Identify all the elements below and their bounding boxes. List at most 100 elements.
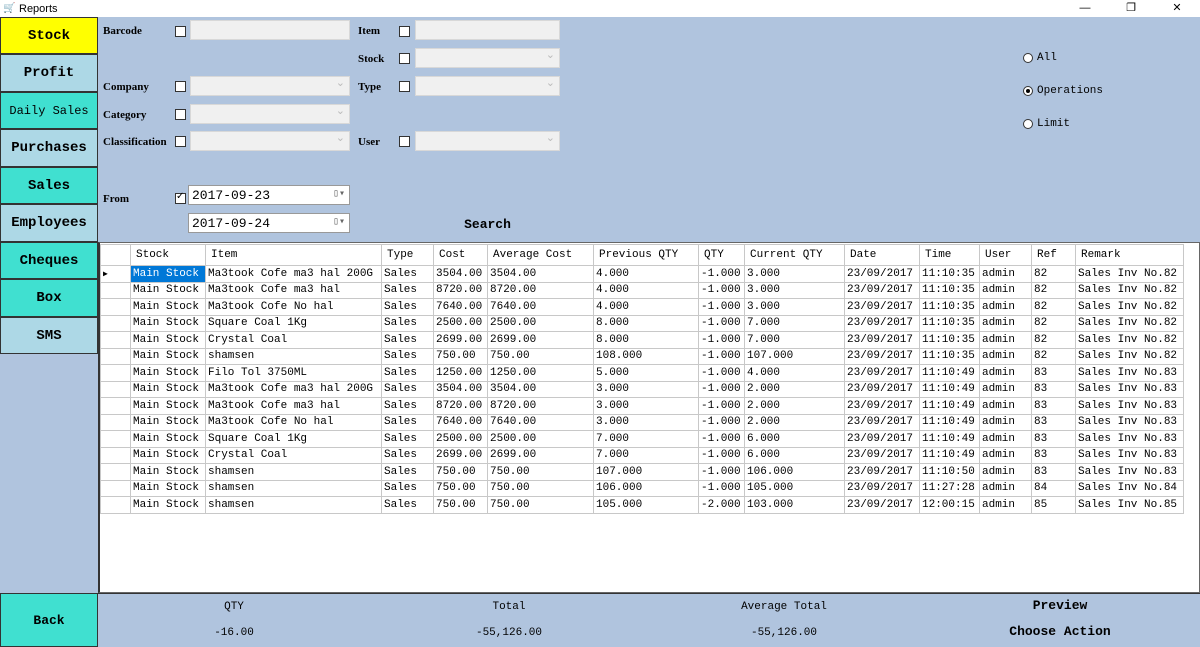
table-cell[interactable]: 11:10:49 (919, 397, 980, 415)
table-cell[interactable]: 8720.00 (487, 397, 594, 415)
table-cell[interactable]: 750.00 (433, 479, 488, 497)
from-date-picker[interactable]: 2017-09-23 ▯▾ (188, 185, 350, 205)
table-cell[interactable]: -1.000 (698, 479, 745, 497)
table-cell[interactable]: Sales (381, 281, 434, 299)
maximize-button[interactable]: ❐ (1126, 2, 1136, 14)
table-cell[interactable]: Crystal Coal (205, 331, 382, 349)
table-cell[interactable]: 11:10:50 (919, 463, 980, 481)
table-cell[interactable]: admin (979, 380, 1032, 398)
table-cell[interactable]: admin (979, 265, 1032, 283)
table-cell[interactable]: 7640.00 (487, 298, 594, 316)
table-cell[interactable]: -2.000 (698, 496, 745, 514)
table-cell[interactable]: 2699.00 (487, 446, 594, 464)
table-cell[interactable]: 750.00 (433, 463, 488, 481)
radio-limit[interactable]: Limit (1023, 118, 1070, 130)
table-row[interactable]: Main Stock Ma3took Cofe No hal Sales 7640.0… (100, 413, 1184, 431)
table-cell[interactable]: admin (979, 281, 1032, 299)
sidebar-item-employees[interactable]: Employees (0, 204, 98, 242)
table-cell[interactable]: Sales Inv No.82 (1075, 281, 1184, 299)
table-cell[interactable]: Sales Inv No.82 (1075, 298, 1184, 316)
table-cell[interactable]: Sales Inv No.83 (1075, 463, 1184, 481)
table-cell[interactable]: 8720.00 (433, 281, 488, 299)
table-cell[interactable]: admin (979, 331, 1032, 349)
table-cell[interactable]: 1250.00 (433, 364, 488, 382)
table-cell[interactable]: 83 (1031, 413, 1076, 431)
table-cell[interactable]: 7640.00 (433, 298, 488, 316)
table-row[interactable]: Main Stock Filo Tol 3750ML Sales 1250.00 125… (100, 364, 1184, 382)
table-cell[interactable]: 7.000 (744, 314, 845, 332)
sidebar-item-sales[interactable]: Sales (0, 167, 98, 204)
column-header[interactable]: Date (844, 244, 920, 266)
table-row[interactable]: Main Stock shamsen Sales 750.00 750.00 107.00… (100, 463, 1184, 481)
table-cell[interactable]: admin (979, 413, 1032, 431)
table-cell[interactable]: -1.000 (698, 430, 745, 448)
table-cell[interactable]: Sales (381, 479, 434, 497)
row-selector[interactable] (100, 347, 131, 365)
table-cell[interactable]: 83 (1031, 463, 1076, 481)
table-cell[interactable]: Sales Inv No.82 (1075, 314, 1184, 332)
table-row[interactable]: Main Stock shamsen Sales 750.00 750.00 106.00… (100, 479, 1184, 497)
table-cell[interactable]: 7640.00 (433, 413, 488, 431)
table-cell[interactable]: 3504.00 (433, 265, 488, 283)
preview-button[interactable]: Preview (1032, 598, 1088, 613)
table-cell[interactable]: 82 (1031, 298, 1076, 316)
table-cell[interactable]: 23/09/2017 (844, 446, 920, 464)
type-checkbox[interactable] (399, 81, 410, 92)
classification-checkbox[interactable] (175, 136, 186, 147)
column-header[interactable]: Time (919, 244, 980, 266)
table-cell[interactable]: Sales (381, 463, 434, 481)
calendar-icon[interactable]: ▯▾ (332, 189, 345, 200)
table-cell[interactable]: 23/09/2017 (844, 496, 920, 514)
table-cell[interactable]: 105.000 (744, 479, 845, 497)
table-cell[interactable]: Main Stock (130, 430, 206, 448)
table-cell[interactable]: 4.000 (593, 298, 699, 316)
sidebar-item-profit[interactable]: Profit (0, 54, 98, 92)
table-cell[interactable]: 11:10:35 (919, 281, 980, 299)
table-cell[interactable]: Main Stock (130, 479, 206, 497)
column-header[interactable]: Type (381, 244, 434, 266)
table-cell[interactable]: Ma3took Cofe ma3 hal 200G (205, 265, 382, 283)
table-cell[interactable]: 105.000 (593, 496, 699, 514)
table-cell[interactable]: 23/09/2017 (844, 331, 920, 349)
search-button[interactable]: Search (464, 217, 511, 232)
table-cell[interactable]: 23/09/2017 (844, 314, 920, 332)
row-selector[interactable] (100, 314, 131, 332)
table-cell[interactable]: Ma3took Cofe ma3 hal (205, 281, 382, 299)
table-cell[interactable]: Sales (381, 397, 434, 415)
table-cell[interactable]: 2699.00 (433, 446, 488, 464)
table-cell[interactable]: 750.00 (433, 347, 488, 365)
table-cell[interactable]: -1.000 (698, 298, 745, 316)
table-cell[interactable]: -1.000 (698, 347, 745, 365)
table-cell[interactable]: 2.000 (744, 413, 845, 431)
table-cell[interactable]: 2500.00 (433, 314, 488, 332)
table-cell[interactable]: Sales Inv No.84 (1075, 479, 1184, 497)
table-cell[interactable]: Sales (381, 265, 434, 283)
table-cell[interactable]: 11:10:35 (919, 298, 980, 316)
table-cell[interactable]: Filo Tol 3750ML (205, 364, 382, 382)
table-cell[interactable]: 4.000 (593, 265, 699, 283)
sidebar-item-cheques[interactable]: Cheques (0, 242, 98, 279)
table-cell[interactable]: admin (979, 463, 1032, 481)
table-cell[interactable]: 8720.00 (433, 397, 488, 415)
table-cell[interactable]: 23/09/2017 (844, 413, 920, 431)
table-cell[interactable]: 8.000 (593, 314, 699, 332)
table-cell[interactable]: Main Stock (130, 298, 206, 316)
table-cell[interactable]: Sales Inv No.83 (1075, 413, 1184, 431)
column-header[interactable]: Previous QTY (593, 244, 699, 266)
table-cell[interactable]: 7.000 (744, 331, 845, 349)
table-cell[interactable]: Sales (381, 380, 434, 398)
table-cell[interactable]: admin (979, 347, 1032, 365)
table-row[interactable]: Main Stock Ma3took Cofe ma3 hal 200G Sales… (100, 380, 1184, 398)
table-cell[interactable]: 84 (1031, 479, 1076, 497)
table-cell[interactable]: Sales (381, 413, 434, 431)
table-cell[interactable]: 2.000 (744, 380, 845, 398)
table-cell[interactable]: 11:10:49 (919, 364, 980, 382)
table-cell[interactable]: 11:27:28 (919, 479, 980, 497)
table-cell[interactable]: 23/09/2017 (844, 281, 920, 299)
table-cell[interactable]: admin (979, 298, 1032, 316)
table-cell[interactable]: admin (979, 397, 1032, 415)
table-cell[interactable]: 8720.00 (487, 281, 594, 299)
table-cell[interactable]: 83 (1031, 380, 1076, 398)
table-row[interactable]: Main Stock Ma3took Cofe ma3 hal Sales 8720.… (100, 397, 1184, 415)
table-cell[interactable]: Sales (381, 364, 434, 382)
